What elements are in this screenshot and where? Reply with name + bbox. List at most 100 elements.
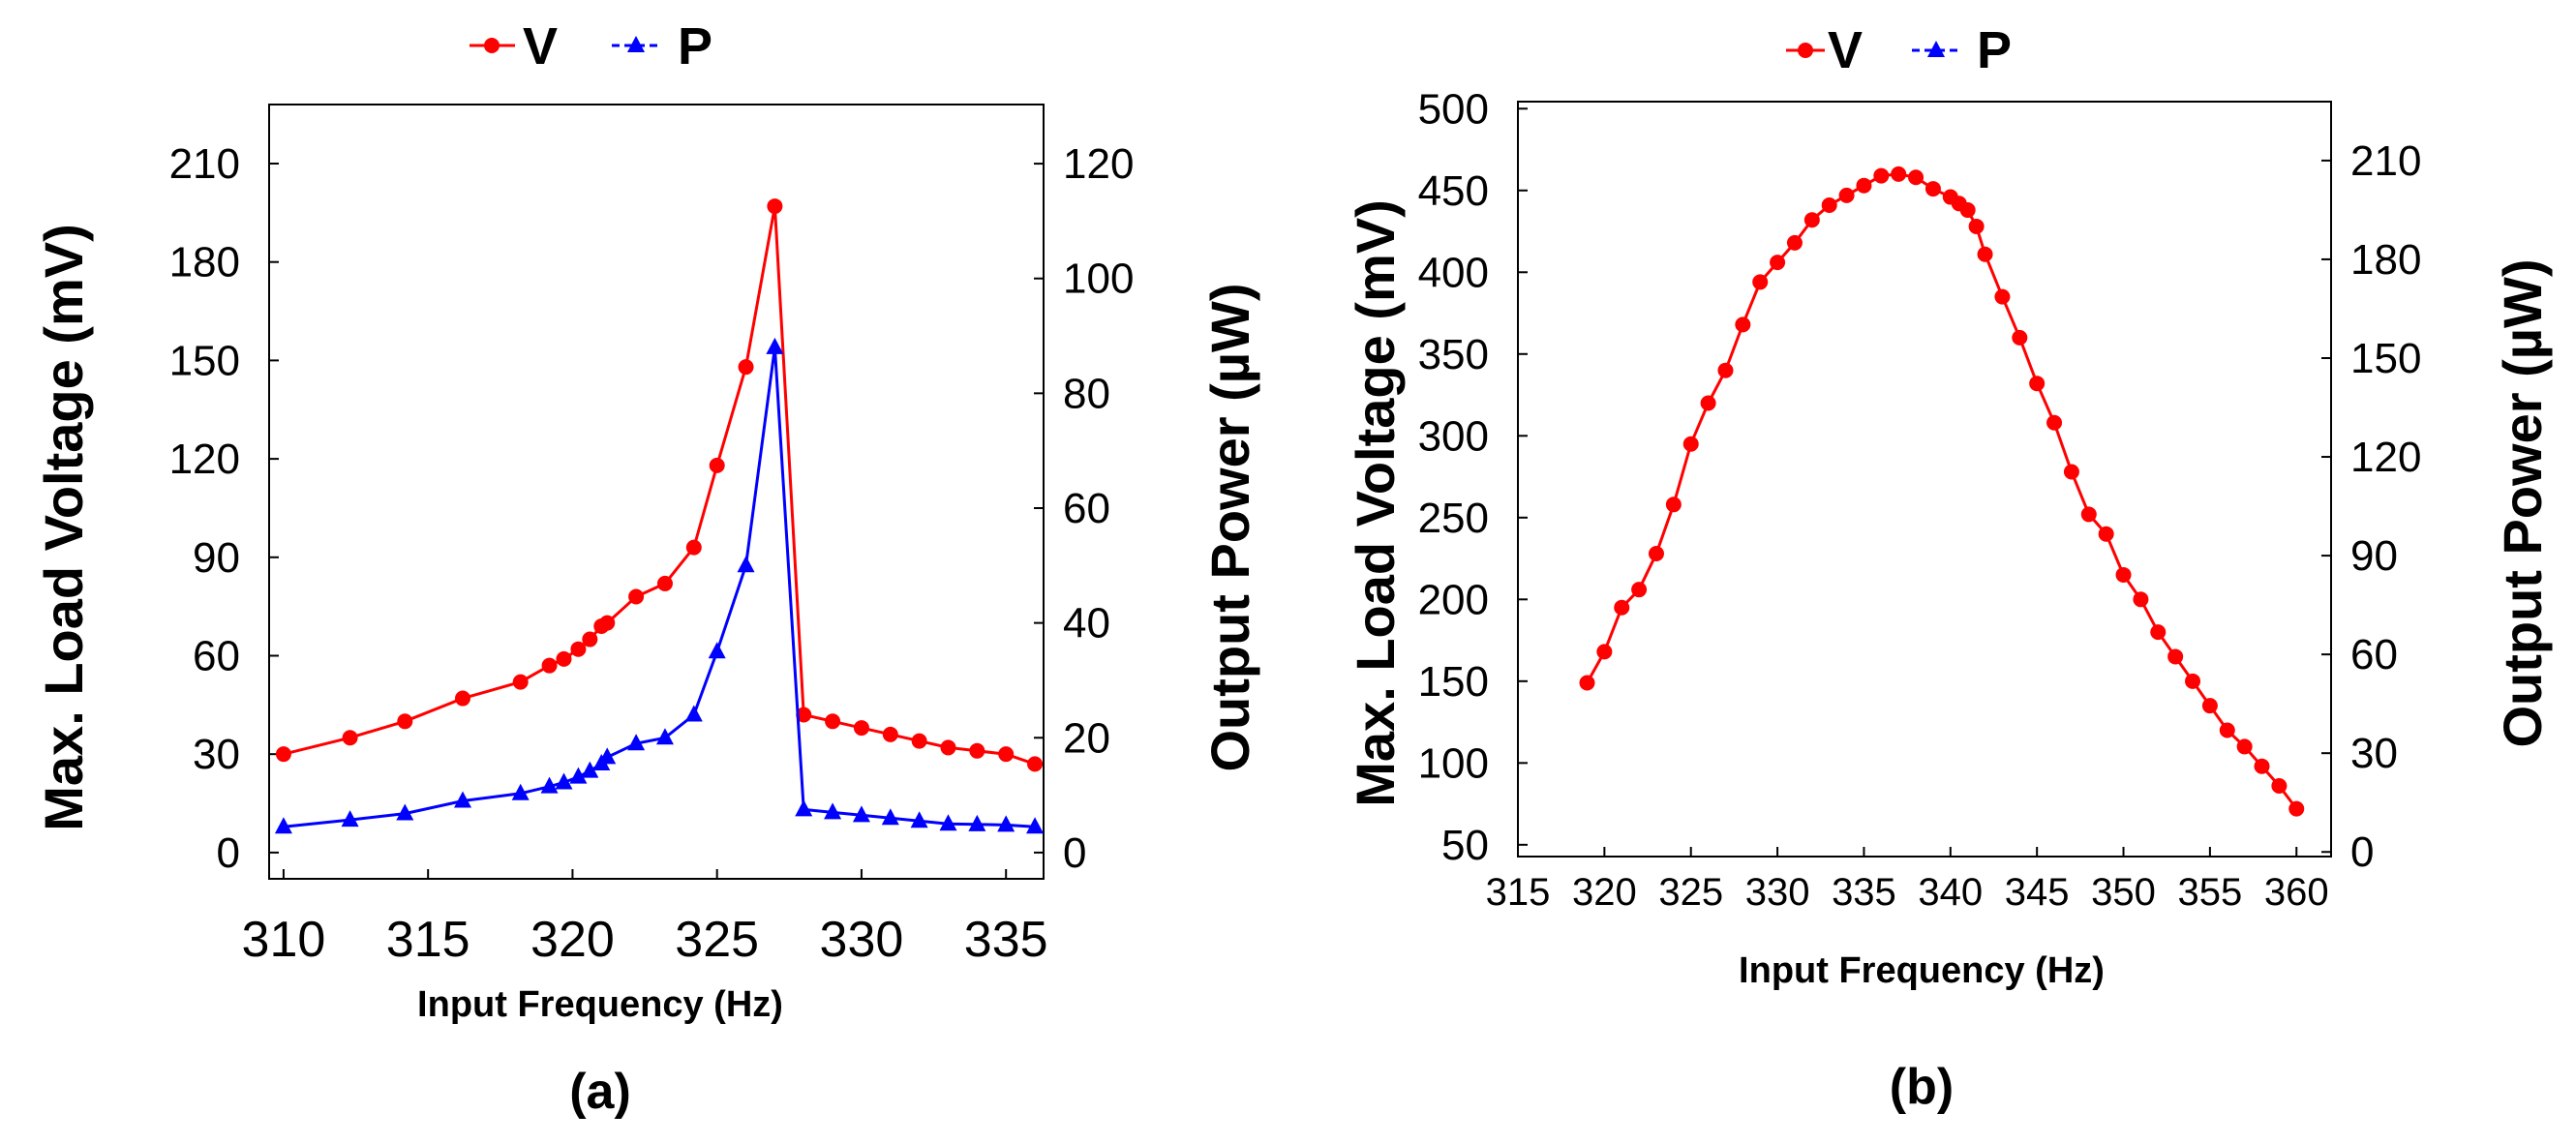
data-point-v [2133, 591, 2149, 608]
x-tick-label: 350 [2091, 871, 2156, 914]
y2-tick-label: 60 [1063, 485, 1110, 532]
y2-tick-label: 0 [2350, 828, 2374, 876]
series-line-v [1586, 172, 2298, 810]
y2-tick-label: 0 [1063, 829, 1086, 877]
x-tick-label: 310 [242, 912, 326, 968]
data-point-v [709, 457, 725, 473]
x-tick-label: 345 [2005, 871, 2070, 914]
data-point-v [911, 733, 927, 749]
data-point-v [796, 707, 812, 723]
data-point-p [341, 810, 359, 828]
data-point-v [1959, 202, 1976, 219]
data-point-v [2236, 738, 2253, 755]
data-point-v [1700, 395, 1716, 411]
data-point-v [2185, 673, 2201, 689]
y2-tick-label: 90 [2350, 532, 2398, 580]
y2-tick-label: 120 [2350, 434, 2421, 481]
data-point-p [708, 642, 726, 659]
y2-tick-label: 210 [2350, 137, 2421, 185]
chart-b: V P 315 320 325 330 335 340 345 350 355 360 50 100 1… [1345, 21, 2553, 1115]
data-point-v [2029, 376, 2046, 392]
y-tick-label: 500 [1418, 85, 1489, 133]
data-point-v [1752, 274, 1769, 290]
y-axis-label-a: Max. Load Voltage (mV) [33, 224, 94, 830]
legend-b-v-label: V [1828, 21, 1863, 79]
chart-a: V P 310 315 320 325 330 335 0 30 60 90 120 150 180 21… [33, 17, 1260, 1120]
data-point-v [2098, 526, 2114, 542]
data-point-v [825, 713, 841, 730]
data-point-v [2150, 624, 2167, 641]
data-point-v [1924, 181, 1941, 197]
data-point-v [1968, 218, 1985, 234]
data-point-v [582, 631, 598, 647]
data-point-p [766, 337, 784, 354]
data-point-p [852, 805, 870, 823]
data-point-v [1838, 187, 1855, 203]
x-axis-label-b: Input Frequency (Hz) [1739, 950, 2105, 991]
x-tick-label: 315 [386, 912, 470, 968]
y-tick-label: 150 [1418, 658, 1489, 706]
panel-label-b: (b) [1890, 1059, 1954, 1115]
data-point-p [795, 799, 813, 817]
data-point-p [655, 728, 674, 745]
plot-frame-b [1517, 101, 2332, 858]
y2-tick-label: 180 [2350, 236, 2421, 284]
data-point-v [1682, 436, 1699, 452]
data-point-v [397, 713, 413, 730]
y-tick-label: 120 [169, 436, 240, 483]
y-tick-label: 210 [169, 140, 240, 188]
x-tick-label: 355 [2178, 871, 2243, 914]
y-tick-label: 200 [1418, 576, 1489, 623]
data-point-v [940, 739, 956, 756]
data-point-v [2115, 566, 2132, 583]
data-point-p [396, 803, 414, 821]
plot-frame-a [268, 104, 1045, 880]
data-point-p [968, 814, 986, 831]
data-point-v [882, 726, 898, 742]
data-point-p [274, 817, 292, 834]
data-point-v [767, 198, 783, 215]
y2-tick-label: 60 [2350, 631, 2398, 678]
data-point-p [997, 815, 1015, 832]
data-point-v [969, 742, 985, 759]
data-point-v [1631, 582, 1648, 598]
data-point-v [1891, 166, 1907, 182]
y2-axis-label-b: Output Power (µW) [2492, 258, 2553, 747]
data-point-v [1665, 497, 1682, 513]
x-tick-label: 335 [964, 912, 1048, 968]
data-point-p [684, 705, 703, 722]
y-tick-label: 180 [169, 239, 240, 286]
data-point-v [2254, 758, 2270, 774]
y-tick-label: 150 [169, 337, 240, 384]
legend-a-p-marker [627, 36, 645, 52]
data-point-v [656, 575, 673, 591]
data-point-v [1614, 599, 1630, 616]
y-tick-label: 0 [217, 829, 240, 877]
y2-tick-label: 40 [1063, 600, 1110, 647]
data-point-v [275, 746, 291, 763]
y-tick-label: 50 [1441, 822, 1489, 869]
data-point-v [2201, 698, 2218, 714]
data-point-p [737, 556, 755, 573]
data-point-v [685, 539, 702, 556]
panel-label-a: (a) [569, 1064, 631, 1120]
x-tick-label: 335 [1832, 871, 1896, 914]
data-point-v [1786, 234, 1803, 251]
x-tick-label: 320 [1572, 871, 1637, 914]
data-point-p [881, 808, 899, 826]
data-point-v [853, 720, 869, 737]
y-tick-label: 90 [193, 534, 240, 582]
y-tick-label: 450 [1418, 167, 1489, 215]
x-tick-label: 330 [1745, 871, 1810, 914]
legend-a-v-marker [484, 38, 500, 53]
data-point-p [939, 814, 957, 831]
data-point-v [2063, 464, 2079, 480]
data-point-v [1027, 756, 1044, 772]
data-point-v [1856, 177, 1872, 194]
y2-tick-label: 80 [1063, 370, 1110, 417]
data-point-p [1026, 817, 1045, 834]
data-point-v [455, 690, 470, 707]
legend-b: V P [1786, 21, 2012, 79]
data-point-v [1977, 246, 1993, 262]
